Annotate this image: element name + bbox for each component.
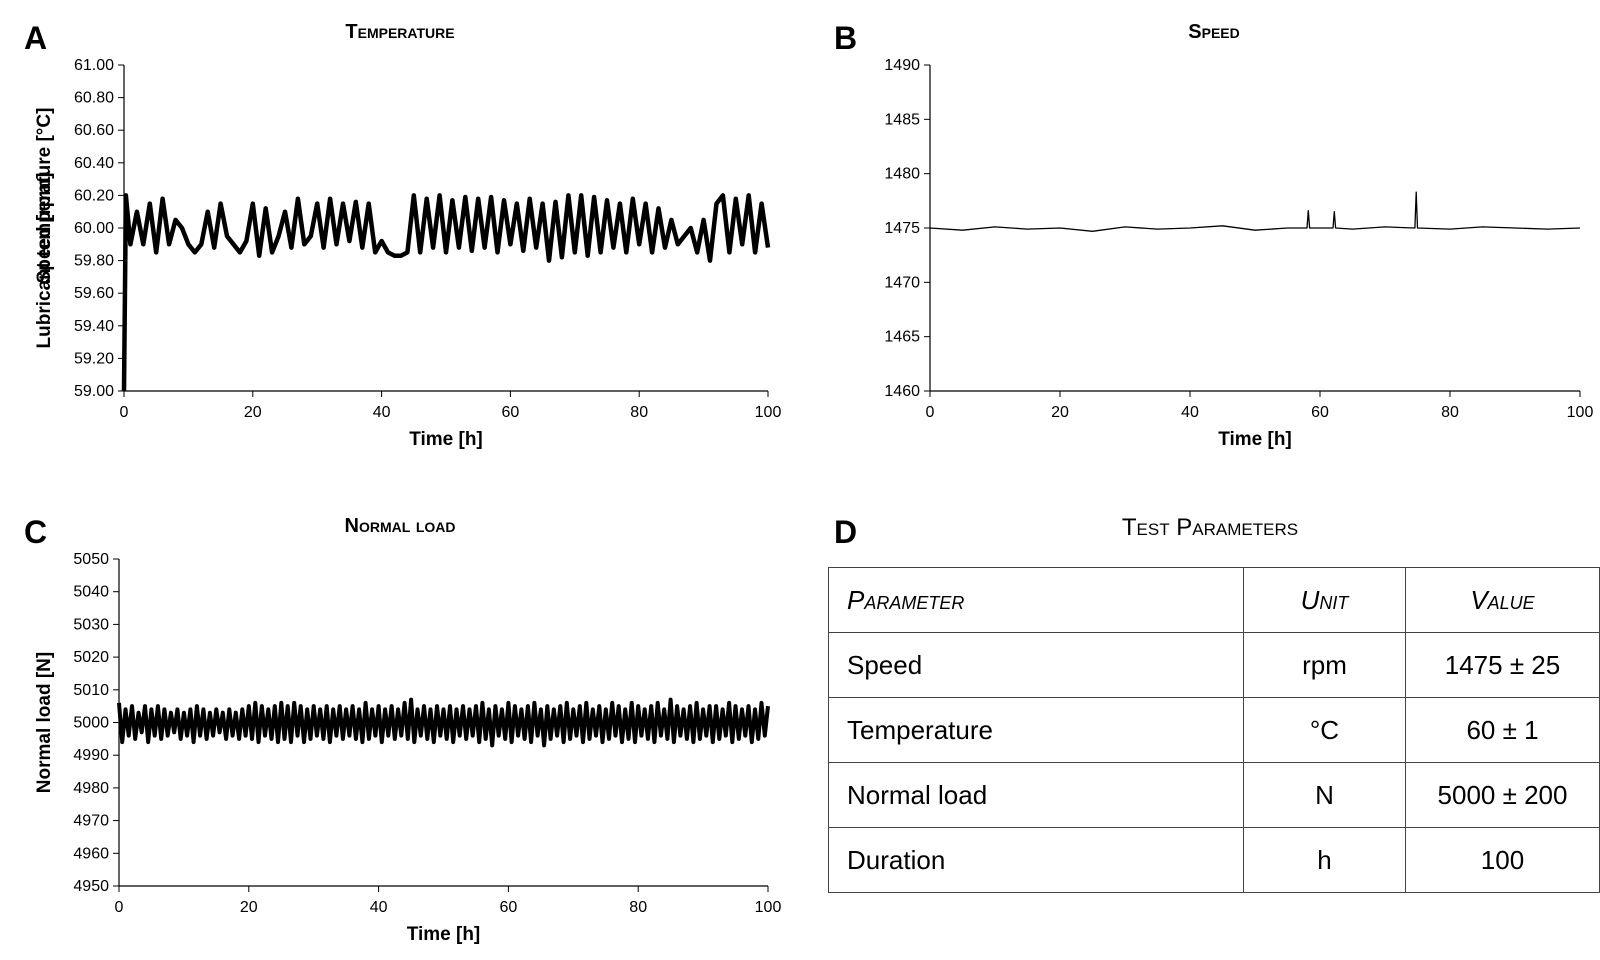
y-tick-label: 5040 bbox=[73, 584, 109, 601]
row-speed-value: 1475 ± 25 bbox=[1405, 632, 1600, 698]
y-tick-label: 4960 bbox=[73, 845, 109, 862]
x-tick-label: 60 bbox=[502, 404, 520, 421]
y-tick-label: 1490 bbox=[884, 57, 920, 74]
x-tick-label: 100 bbox=[755, 404, 782, 421]
y-tick-label: 5050 bbox=[73, 551, 109, 568]
header-parameter: Parameter bbox=[828, 567, 1244, 633]
test-parameters-table: Parameter Unit Value Speed rpm 1475 ± 25… bbox=[828, 567, 1600, 893]
x-tick-label: 60 bbox=[500, 899, 518, 916]
x-tick-label: 20 bbox=[1051, 404, 1069, 421]
x-tick-label: 0 bbox=[120, 404, 129, 421]
panel-title-temperature: Temperature bbox=[345, 21, 455, 43]
row-temperature-parameter: Temperature bbox=[828, 697, 1244, 763]
x-tick-label: 80 bbox=[1441, 404, 1459, 421]
y-tick-label: 59.00 bbox=[74, 383, 114, 400]
y-tick-label: 59.80 bbox=[74, 253, 114, 270]
x-tick-label: 40 bbox=[1181, 404, 1199, 421]
y-tick-label: 61.00 bbox=[74, 57, 114, 74]
x-tick-label: 20 bbox=[244, 404, 262, 421]
y-tick-label: 60.60 bbox=[74, 122, 114, 139]
y-axis-label: Lubricant temperature [°C] bbox=[34, 108, 55, 349]
panel-letter-b: B bbox=[834, 20, 858, 56]
x-tick-label: 100 bbox=[755, 899, 782, 916]
row-temperature-value: 60 ± 1 bbox=[1405, 697, 1600, 763]
x-tick-label: 0 bbox=[926, 404, 935, 421]
y-tick-label: 60.00 bbox=[74, 220, 114, 237]
header-value: Value bbox=[1405, 567, 1600, 633]
y-tick-label: 4950 bbox=[73, 878, 109, 895]
y-tick-label: 4970 bbox=[73, 813, 109, 830]
y-tick-label: 59.60 bbox=[74, 285, 114, 302]
series-line bbox=[117, 697, 770, 748]
table-row: Normal load N 5000 ± 200 bbox=[828, 762, 1600, 828]
x-tick-label: 60 bbox=[1311, 404, 1329, 421]
panel-letter-c: C bbox=[24, 514, 48, 550]
y-tick-label: 1470 bbox=[884, 274, 920, 291]
x-tick-label: 100 bbox=[1567, 404, 1594, 421]
y-tick-label: 5030 bbox=[73, 616, 109, 633]
y-tick-label: 4990 bbox=[73, 747, 109, 764]
row-duration-unit: h bbox=[1243, 827, 1406, 893]
row-temperature-unit: °C bbox=[1243, 697, 1406, 763]
panel-letter-a: A bbox=[24, 20, 48, 56]
row-duration-value: 100 bbox=[1405, 827, 1600, 893]
x-tick-label: 40 bbox=[370, 899, 388, 916]
table-row: Speed rpm 1475 ± 25 bbox=[828, 632, 1600, 698]
table-row: Duration h 100 bbox=[828, 827, 1600, 893]
y-tick-label: 5020 bbox=[73, 649, 109, 666]
x-tick-label: 0 bbox=[115, 899, 124, 916]
row-speed-parameter: Speed bbox=[828, 632, 1244, 698]
x-axis-label: Time [h] bbox=[1218, 429, 1292, 450]
x-tick-label: 20 bbox=[240, 899, 258, 916]
y-tick-label: 1465 bbox=[884, 329, 920, 346]
x-tick-label: 80 bbox=[630, 404, 648, 421]
series-line bbox=[929, 191, 1581, 232]
table-title-test-parameters: Test Parameters bbox=[1121, 514, 1299, 541]
panel-title-speed: Speed bbox=[1188, 21, 1240, 43]
y-tick-label: 60.40 bbox=[74, 155, 114, 172]
series-line bbox=[121, 193, 771, 392]
y-tick-label: 60.20 bbox=[74, 187, 114, 204]
panel-title-normal-load: Normal load bbox=[344, 515, 456, 537]
x-tick-label: 40 bbox=[373, 404, 391, 421]
y-tick-label: 1480 bbox=[884, 166, 920, 183]
table-header-row: Parameter Unit Value bbox=[828, 567, 1600, 633]
y-tick-label: 1460 bbox=[884, 383, 920, 400]
row-duration-parameter: Duration bbox=[828, 827, 1244, 893]
y-axis-label: Speed [rpm] bbox=[34, 173, 55, 284]
y-axis-label: Normal load [N] bbox=[34, 652, 55, 793]
y-tick-label: 1485 bbox=[884, 111, 920, 128]
y-tick-label: 59.40 bbox=[74, 318, 114, 335]
x-axis-label: Time [h] bbox=[407, 924, 481, 945]
header-unit: Unit bbox=[1243, 567, 1406, 633]
y-tick-label: 1475 bbox=[884, 220, 920, 237]
x-axis-label: Time [h] bbox=[409, 429, 483, 450]
y-tick-label: 59.20 bbox=[74, 350, 114, 367]
table-row: Temperature °C 60 ± 1 bbox=[828, 697, 1600, 763]
row-normal-load-value: 5000 ± 200 bbox=[1405, 762, 1600, 828]
y-tick-label: 4980 bbox=[73, 780, 109, 797]
row-speed-unit: rpm bbox=[1243, 632, 1406, 698]
y-tick-label: 5000 bbox=[73, 715, 109, 732]
y-tick-label: 5010 bbox=[73, 682, 109, 699]
x-tick-label: 80 bbox=[629, 899, 647, 916]
y-tick-label: 60.80 bbox=[74, 90, 114, 107]
row-normal-load-unit: N bbox=[1243, 762, 1406, 828]
panel-letter-d: D bbox=[834, 514, 858, 550]
row-normal-load-parameter: Normal load bbox=[828, 762, 1244, 828]
